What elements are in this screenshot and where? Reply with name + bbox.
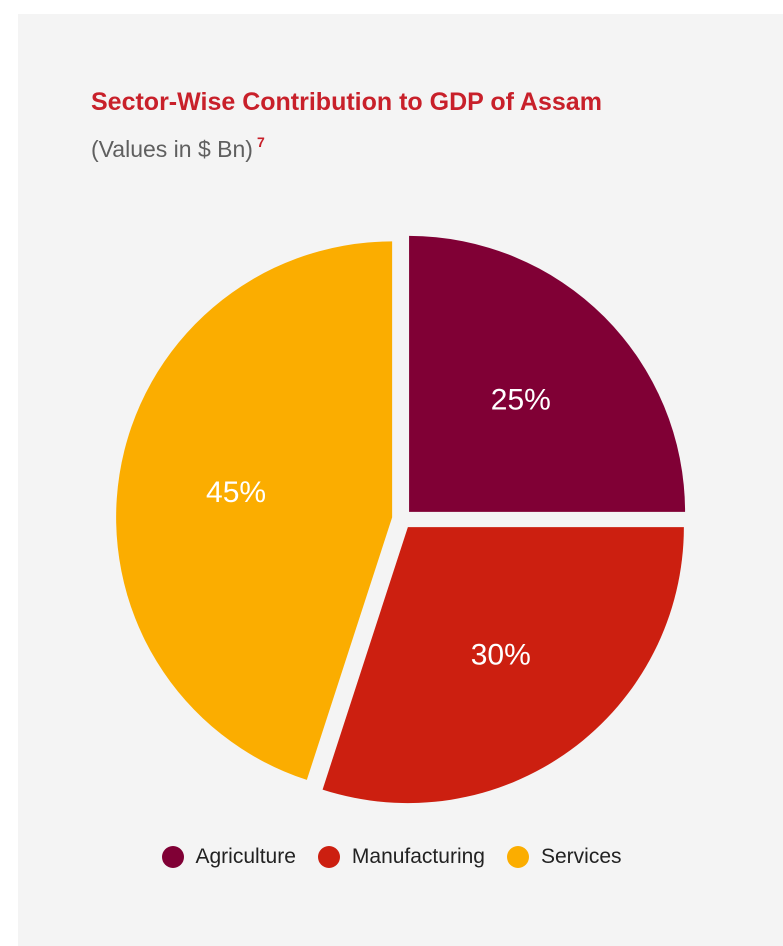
legend-item-agriculture: Agriculture: [161, 845, 296, 869]
legend-manufacturing-icon: [317, 846, 340, 868]
legend-item-services: Services: [506, 845, 622, 869]
slice-label-agriculture: 25%: [491, 384, 551, 417]
legend-manufacturing-label: Manufacturing: [351, 845, 485, 868]
chart-legend: Agriculture Manufacturing Services: [0, 845, 783, 869]
legend-agriculture-label: Agriculture: [195, 845, 296, 868]
pie-slice-agriculture: [409, 235, 686, 512]
pie-slice-services: [116, 241, 393, 780]
chart-subtitle: (Values in $ Bn) 7: [91, 134, 265, 163]
slice-label-manufacturing: 30%: [471, 638, 531, 671]
pie-slice-manufacturing: [322, 527, 684, 804]
legend-services-label: Services: [540, 845, 622, 868]
legend-agriculture-icon: [161, 846, 184, 868]
legend-services-icon: [506, 846, 529, 868]
subtitle-text: (Values in $ Bn): [91, 136, 253, 162]
legend-item-manufacturing: Manufacturing: [317, 845, 485, 869]
chart-title: Sector-Wise Contribution to GDP of Assam: [91, 88, 602, 116]
footnote-marker: 7: [256, 134, 265, 150]
slice-label-services: 45%: [206, 476, 266, 509]
